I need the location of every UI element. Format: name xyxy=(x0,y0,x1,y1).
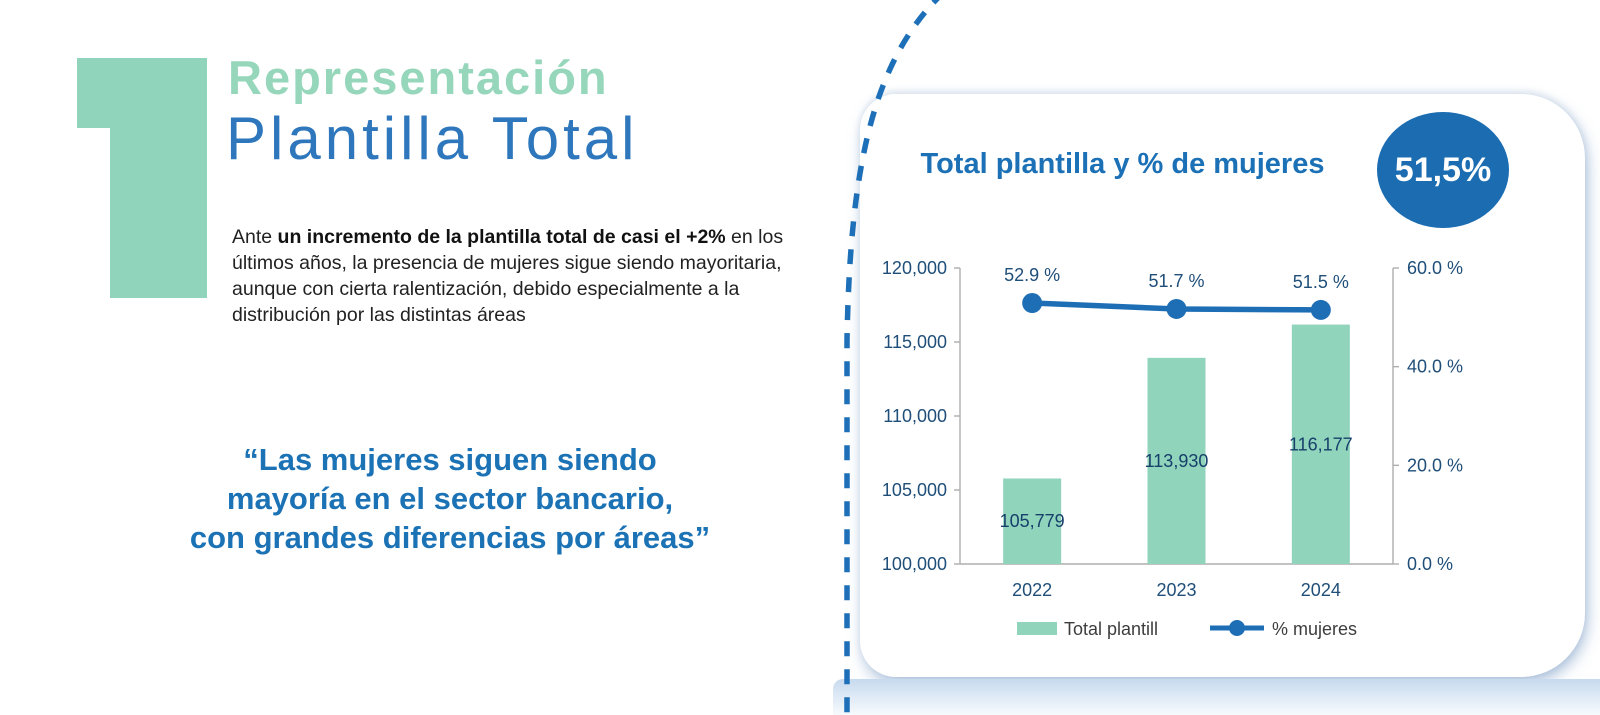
line-point-label-2022: 52.9 % xyxy=(1004,265,1060,285)
intro-text-pre: Ante xyxy=(232,225,278,248)
left-axis-tick-label: 120,000 xyxy=(882,258,947,278)
numeral-stem-shape xyxy=(110,58,207,298)
intro-text-bold: un incremento de la plantilla total de c… xyxy=(277,225,726,248)
legend-marker-pct-mujeres xyxy=(1229,620,1245,636)
women-percentage-badge: 51,5% xyxy=(1377,112,1509,228)
bar-2024 xyxy=(1291,324,1350,564)
combo-bar-line-chart: 100,000 105,000 110,000 115,000 120,000 0.0 %… xyxy=(882,258,1463,639)
intro-paragraph: Ante un incremento de la plantilla total… xyxy=(232,224,824,328)
chart-title: Total plantilla y % de mujeres xyxy=(920,148,1325,180)
x-axis-label-2024: 2024 xyxy=(1301,580,1341,600)
section-kicker: Representación xyxy=(228,51,609,104)
x-axis-label-2022: 2022 xyxy=(1012,580,1052,600)
left-axis-tick-label: 100,000 xyxy=(882,554,947,574)
bar-2022 xyxy=(1003,478,1062,564)
legend-label-pct-mujeres: % mujeres xyxy=(1272,619,1357,639)
intro-text-post: en los últimos años, la presencia de muj… xyxy=(232,225,784,326)
legend-swatch-total-plantilla xyxy=(1017,622,1057,635)
line-point-label-2023: 51.7 % xyxy=(1148,271,1204,291)
left-axis-tick-label: 115,000 xyxy=(883,332,947,352)
line-point-2023 xyxy=(1166,298,1187,319)
legend-label-total-plantilla: Total plantill xyxy=(1064,619,1158,639)
bar-value-label-2022: 105,779 xyxy=(1000,511,1065,531)
chart-card: Total plantilla y % de mujeres 51,5% 100… xyxy=(860,94,1585,677)
line-point-2022 xyxy=(1022,293,1043,314)
quote-text: “Las mujeres siguen siendo mayoría en el… xyxy=(189,442,711,555)
line-point-label-2024: 51.5 % xyxy=(1293,272,1349,292)
left-axis-tick-label: 110,000 xyxy=(883,406,947,426)
numeral-flag-shape xyxy=(77,58,111,128)
bar-2023 xyxy=(1147,357,1206,564)
x-axis-label-2023: 2023 xyxy=(1156,580,1196,600)
right-axis-tick-label: 20.0 % xyxy=(1407,455,1463,475)
bar-value-label-2024: 116,177 xyxy=(1289,434,1353,454)
right-axis-tick-label: 60.0 % xyxy=(1407,258,1463,278)
bottom-section-band xyxy=(833,679,1600,715)
section-number-1 xyxy=(77,58,207,298)
right-axis-tick-label: 0.0 % xyxy=(1407,554,1453,574)
section-title: Plantilla Total xyxy=(226,105,639,172)
left-axis-tick-label: 105,000 xyxy=(882,480,947,500)
line-point-2024 xyxy=(1310,299,1331,320)
bar-value-label-2023: 113,930 xyxy=(1145,451,1209,471)
right-axis-tick-label: 40.0 % xyxy=(1407,357,1463,377)
